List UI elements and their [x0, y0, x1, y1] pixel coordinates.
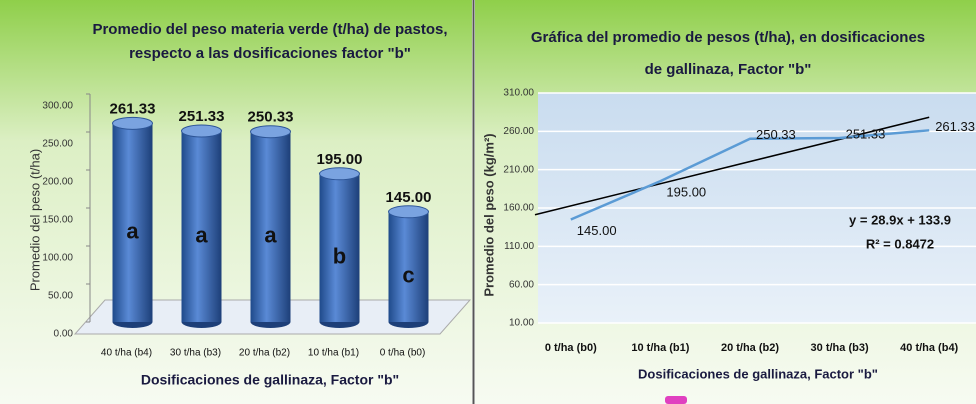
y-tick-label: 310.00	[503, 88, 534, 99]
chart-title: Promedio del peso materia verde (t/ha) d…	[92, 21, 447, 38]
cursor-icon	[665, 396, 687, 404]
bar	[250, 131, 291, 322]
y-tick-label: 50.00	[48, 291, 73, 302]
y-tick-label: 150.00	[42, 215, 73, 226]
y-tick-label: 110.00	[504, 241, 534, 252]
x-tick-label: 40 t/ha (b4)	[900, 342, 958, 354]
x-tick-label: 30 t/ha (b3)	[811, 342, 869, 354]
y-tick-label: 210.00	[503, 164, 534, 175]
data-label: 251.33	[179, 108, 225, 125]
bar-top	[319, 167, 360, 181]
bar-top	[250, 125, 291, 139]
annotation: a	[126, 219, 139, 244]
x-tick-label: 20 t/ha (b2)	[721, 342, 779, 354]
data-label: 145.00	[386, 189, 432, 206]
data-label: 250.33	[248, 109, 294, 126]
bar-top	[181, 124, 222, 138]
y-tick-label: 60.00	[509, 279, 534, 290]
y-tick-label: 100.00	[42, 253, 73, 264]
x-axis-title: Dosificaciones de gallinaza, Factor "b"	[141, 372, 399, 388]
x-tick-label: 10 t/ha (b1)	[308, 348, 359, 359]
x-axis-title: Dosificaciones de gallinaza, Factor "b"	[638, 366, 878, 381]
y-tick-label: 160.00	[503, 203, 534, 214]
y-tick-label: 200.00	[42, 177, 73, 188]
y-tick-label: 0.00	[54, 329, 74, 340]
bar-top	[388, 205, 429, 219]
x-tick-label: 40 t/ha (b4)	[101, 348, 152, 359]
bar	[181, 130, 222, 322]
x-tick-label: 10 t/ha (b1)	[631, 342, 689, 354]
annotation: c	[402, 263, 414, 288]
trend-r2: R² = 0.8472	[866, 236, 934, 251]
x-tick-label: 0 t/ha (b0)	[545, 342, 597, 354]
y-tick-label: 10.00	[509, 318, 534, 329]
data-label: 251.33	[846, 126, 886, 141]
trend-equation: y = 28.9x + 133.9	[849, 212, 951, 227]
y-tick-label: 300.00	[42, 101, 73, 112]
y-axis-title: Promedio del peso (kg/m²)	[481, 133, 496, 296]
chart-title: respecto a las dosificaciones factor "b"	[129, 45, 411, 62]
bar	[388, 211, 429, 322]
bar	[319, 173, 360, 322]
bar-top	[112, 116, 153, 130]
x-tick-label: 30 t/ha (b3)	[170, 348, 221, 359]
data-label: 261.33	[110, 100, 156, 117]
bar	[112, 123, 153, 323]
data-label: 145.00	[577, 223, 617, 238]
data-label: 195.00	[317, 151, 363, 168]
chart-title: Gráfica del promedio de pesos (t/ha), en…	[531, 29, 925, 46]
x-tick-label: 0 t/ha (b0)	[380, 348, 426, 359]
x-tick-label: 20 t/ha (b2)	[239, 348, 290, 359]
annotation: b	[333, 244, 346, 269]
left-panel	[0, 0, 472, 404]
annotation: a	[264, 223, 277, 248]
data-label: 261.33	[935, 119, 975, 134]
trendline	[534, 116, 930, 216]
data-line	[570, 129, 930, 221]
chart-title: de gallinaza, Factor "b"	[645, 61, 812, 78]
y-tick-label: 260.00	[503, 126, 534, 137]
annotation: a	[195, 222, 208, 247]
y-tick-label: 250.00	[42, 139, 73, 150]
data-label: 250.33	[756, 127, 796, 142]
y-axis-title: Promedio del peso (t/ha)	[27, 149, 42, 291]
data-label: 195.00	[666, 185, 706, 200]
